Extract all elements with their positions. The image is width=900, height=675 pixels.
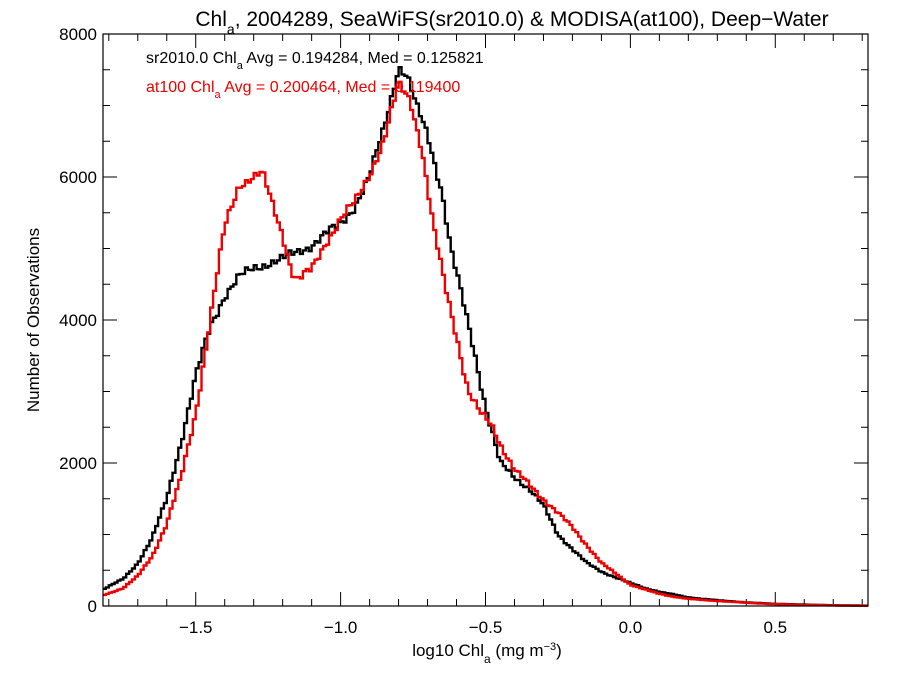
- x-tick-label: 0.0: [619, 618, 643, 637]
- annotation-at100: at100 Chla Avg = 0.200464, Med = 0.11940…: [146, 79, 460, 101]
- y-tick-label: 2000: [59, 454, 97, 473]
- y-tick-label: 8000: [59, 25, 97, 44]
- y-tick-label: 6000: [59, 168, 97, 187]
- chart-title-prefix: Chl: [195, 8, 227, 31]
- x-axis-title-subscript: a: [484, 652, 491, 666]
- x-axis-title-superscript: −3: [544, 641, 557, 653]
- chart-title: Chla, 2004289, SeaWiFS(sr2010.0) & MODIS…: [195, 8, 828, 37]
- x-axis: −1.5 −1.0 −0.5 0.0 0.5: [108, 34, 863, 637]
- x-axis-title-prefix: log10 Chl: [412, 641, 484, 660]
- x-tick-label: 0.5: [763, 618, 787, 637]
- y-tick-label: 0: [88, 597, 97, 616]
- y-axis-title: Number of Observations: [24, 228, 43, 412]
- x-tick-label: −1.0: [324, 618, 358, 637]
- annotation-sr2010-subscript: a: [237, 60, 244, 72]
- x-axis-title-close: ): [556, 641, 562, 660]
- annotation-at100-subscript: a: [215, 89, 222, 101]
- x-tick-label: −1.5: [179, 618, 213, 637]
- plot-frame: [102, 33, 869, 607]
- series-line-sr2010.0: [103, 66, 868, 607]
- x-axis-title-units: (mg m: [491, 641, 544, 660]
- y-tick-label: 4000: [59, 311, 97, 330]
- annotation-at100-part2: Avg = 0.200464, Med = 0.119400: [221, 79, 461, 96]
- annotation-at100-part1: at100 Chl: [146, 79, 215, 96]
- x-tick-label: −0.5: [469, 618, 503, 637]
- y-axis: 0 2000 4000 6000 8000: [59, 25, 868, 616]
- x-axis-title: log10 Chla (mg m−3): [412, 641, 562, 666]
- series-layer: [103, 66, 868, 607]
- series-line-at100: [103, 80, 868, 607]
- chart-title-subscript: a: [227, 21, 235, 37]
- annotation-sr2010-part1: sr2010.0 Chl: [146, 50, 237, 67]
- chart-title-rest: , 2004289, SeaWiFS(sr2010.0) & MODISA(at…: [235, 8, 829, 31]
- annotation-sr2010: sr2010.0 Chla Avg = 0.194284, Med = 0.12…: [146, 50, 484, 72]
- annotation-sr2010-part2: Avg = 0.194284, Med = 0.125821: [243, 50, 484, 67]
